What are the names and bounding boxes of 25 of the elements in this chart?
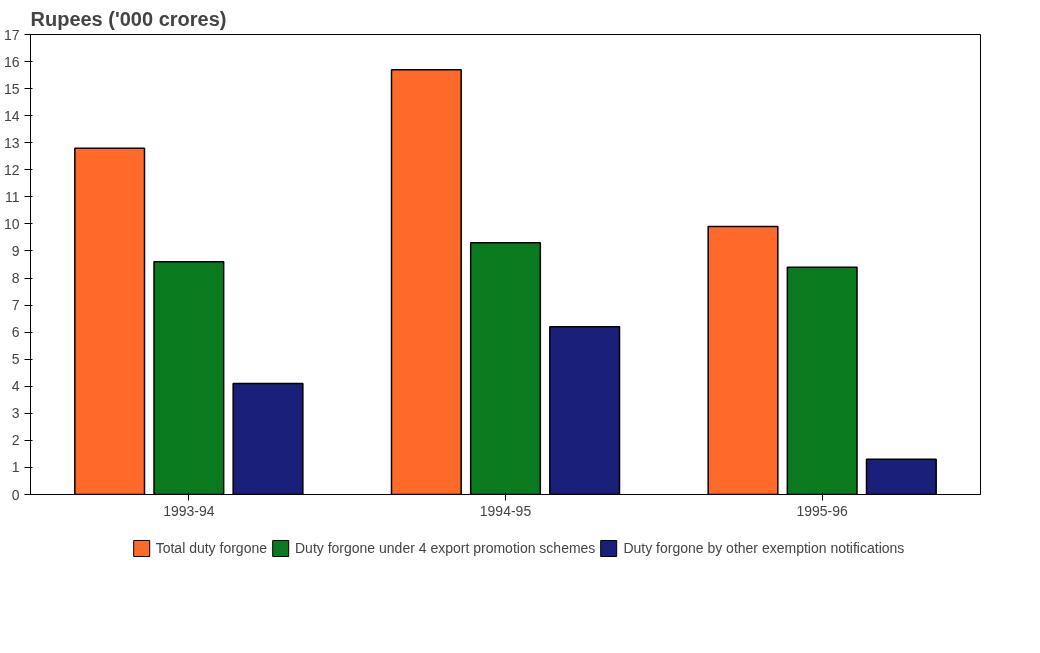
x-tick-label: 1993-94 — [163, 502, 215, 519]
y-tick-label: 16 — [3, 53, 20, 70]
y-tick-label: 17 — [3, 26, 20, 43]
y-tick-label: 10 — [3, 215, 20, 232]
y-tick-label: 12 — [3, 161, 20, 178]
y-tick-label: 15 — [3, 80, 20, 97]
y-tick-label: 6 — [11, 324, 20, 341]
legend-label: Total duty forgone — [155, 540, 267, 556]
y-tick-label: 2 — [11, 432, 20, 449]
x-tick-label: 1994-95 — [479, 502, 532, 519]
y-tick-label: 4 — [11, 378, 20, 395]
y-tick-label: 3 — [11, 405, 20, 422]
y-tick-label: 1 — [11, 459, 20, 476]
legend-label: Duty forgone by other exemption notifications — [623, 540, 905, 556]
y-tick-label: 11 — [4, 188, 20, 205]
y-tick-label: 7 — [11, 297, 20, 314]
y-tick-label: 8 — [11, 270, 20, 287]
y-tick-label: 5 — [11, 351, 20, 368]
legend-label: Duty forgone under 4 export promotion schemes — [294, 540, 596, 556]
x-tick-label: 1995-96 — [796, 502, 849, 519]
y-tick-label: 0 — [11, 486, 20, 503]
y-tick-label: 14 — [3, 107, 20, 124]
y-axis-title: Rupees ('000 crores) — [30, 7, 227, 30]
y-tick-label: 9 — [11, 242, 20, 259]
y-tick-label: 13 — [3, 134, 20, 151]
